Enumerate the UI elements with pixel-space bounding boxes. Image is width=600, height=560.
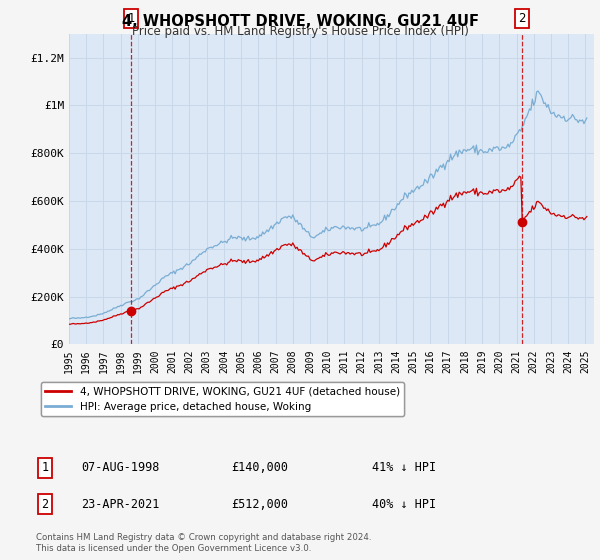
Text: 07-AUG-1998: 07-AUG-1998 — [81, 461, 160, 474]
Text: Price paid vs. HM Land Registry's House Price Index (HPI): Price paid vs. HM Land Registry's House … — [131, 25, 469, 38]
Text: 40% ↓ HPI: 40% ↓ HPI — [372, 497, 436, 511]
Text: 41% ↓ HPI: 41% ↓ HPI — [372, 461, 436, 474]
Text: 1: 1 — [41, 461, 49, 474]
Legend: 4, WHOPSHOTT DRIVE, WOKING, GU21 4UF (detached house), HPI: Average price, detac: 4, WHOPSHOTT DRIVE, WOKING, GU21 4UF (de… — [41, 382, 404, 416]
Text: 4, WHOPSHOTT DRIVE, WOKING, GU21 4UF: 4, WHOPSHOTT DRIVE, WOKING, GU21 4UF — [121, 14, 479, 29]
Text: 2: 2 — [518, 12, 526, 25]
Text: 1: 1 — [127, 12, 135, 25]
Text: Contains HM Land Registry data © Crown copyright and database right 2024.
This d: Contains HM Land Registry data © Crown c… — [36, 533, 371, 553]
Text: £512,000: £512,000 — [231, 497, 288, 511]
Text: 2: 2 — [41, 497, 49, 511]
Text: 23-APR-2021: 23-APR-2021 — [81, 497, 160, 511]
Text: £140,000: £140,000 — [231, 461, 288, 474]
